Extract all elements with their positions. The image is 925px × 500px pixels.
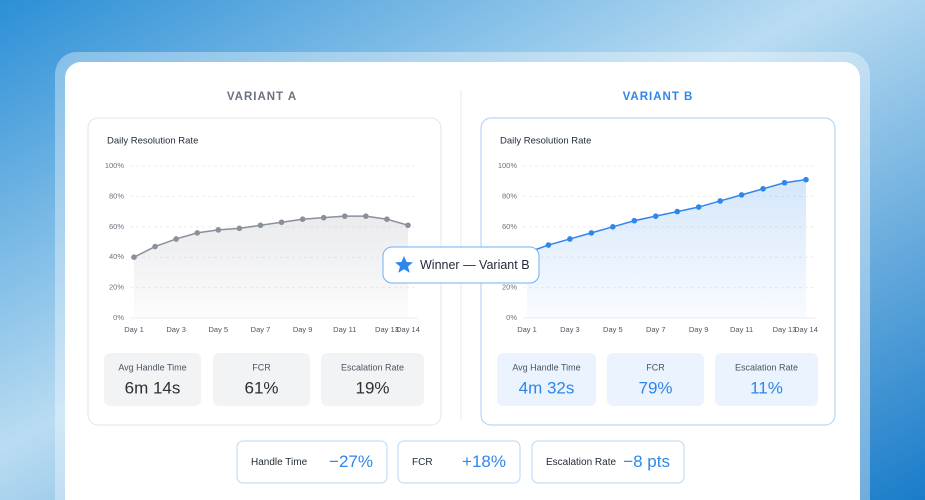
delta-value: +18%: [462, 452, 506, 471]
point: [781, 179, 788, 186]
y-tick-label: 80%: [109, 191, 124, 200]
metric-box: [607, 353, 704, 406]
y-tick-label: 60%: [109, 222, 124, 231]
y-tick-label: 0%: [113, 313, 124, 322]
metric-box: [321, 353, 424, 406]
metric-box: [104, 353, 201, 406]
x-tick-label: Day 3: [560, 325, 580, 334]
point: [610, 224, 616, 230]
x-tick-label: Day 11: [730, 325, 753, 334]
point: [803, 176, 809, 183]
point: [299, 216, 306, 222]
x-tick-label: Day 5: [209, 325, 229, 334]
point: [405, 222, 411, 229]
point: [341, 213, 348, 219]
x-tick-label: Day 14: [794, 325, 818, 334]
point: [194, 230, 201, 236]
delta-label: FCR: [412, 457, 433, 468]
point: [363, 213, 369, 219]
delta-label: Handle Time: [251, 457, 308, 468]
point: [278, 219, 285, 226]
delta-box: [531, 440, 685, 484]
metric-value: 6m 14s: [125, 378, 181, 397]
chart-title: Daily Resolution Rate: [500, 136, 591, 147]
delta-label: Escalation Rate: [546, 457, 616, 468]
delta-value: −8 pts: [623, 452, 670, 471]
metric-box: [497, 353, 596, 406]
metric-label: FCR: [252, 362, 271, 372]
winner-label: Winner — Variant B: [420, 258, 530, 272]
point: [588, 230, 595, 236]
chart-title: Daily Resolution Rate: [107, 136, 198, 147]
x-tick-label: Day 13: [375, 325, 399, 334]
y-tick-label: 100%: [498, 161, 518, 170]
point: [674, 208, 681, 215]
point: [738, 192, 745, 198]
badge-box: [382, 246, 540, 284]
x-tick-label: Day 5: [603, 325, 623, 334]
point: [652, 213, 659, 219]
x-tick-label: Day 7: [251, 325, 271, 334]
metric-label: Avg Handle Time: [118, 362, 186, 372]
area: [527, 179, 806, 318]
y-tick-label: 20%: [502, 283, 517, 292]
y-tick-label: 20%: [109, 283, 124, 292]
x-tick-label: Day 7: [646, 325, 666, 334]
metric-value: 11%: [750, 378, 783, 397]
metric-label: Avg Handle Time: [512, 362, 580, 372]
delta-value: −27%: [329, 452, 373, 471]
x-tick-label: Day 1: [124, 325, 144, 334]
delta-box: [397, 440, 521, 484]
area: [134, 216, 408, 318]
point: [215, 227, 222, 233]
point: [631, 217, 638, 224]
variant-label: VARIANT A: [227, 91, 297, 103]
y-tick-label: 40%: [109, 252, 124, 261]
delta-box: [236, 440, 388, 484]
point: [257, 222, 264, 229]
winner-badge: Winner — Variant B: [382, 246, 540, 284]
metric-value: 19%: [355, 378, 389, 397]
y-tick-label: 80%: [502, 191, 517, 200]
metric-box: [213, 353, 310, 406]
metric-label: Escalation Rate: [735, 362, 798, 372]
x-tick-label: Day 9: [293, 325, 313, 334]
point: [384, 216, 390, 222]
metric-value: 61%: [244, 378, 278, 397]
point: [320, 214, 327, 221]
metric-value: 4m 32s: [519, 378, 575, 397]
x-tick-label: Day 11: [333, 325, 356, 334]
line: [133, 215, 409, 258]
x-tick-label: Day 1: [517, 325, 537, 334]
x-tick-label: Day 13: [773, 325, 797, 334]
star-icon: [395, 256, 413, 273]
metric-box: [715, 353, 818, 406]
point: [760, 186, 766, 192]
y-tick-label: 0%: [506, 313, 517, 322]
point: [545, 242, 552, 248]
x-tick-label: Day 14: [396, 325, 420, 334]
point: [567, 236, 573, 242]
metric-label: Escalation Rate: [341, 362, 404, 372]
point: [695, 204, 702, 210]
point: [152, 243, 158, 250]
y-tick-label: 100%: [105, 161, 125, 170]
point: [173, 236, 179, 242]
metric-label: FCR: [646, 362, 665, 372]
point: [236, 225, 243, 232]
point: [131, 254, 137, 260]
line: [526, 178, 807, 254]
x-tick-label: Day 9: [689, 325, 709, 334]
point: [717, 198, 723, 204]
x-tick-label: Day 3: [166, 325, 186, 334]
y-tick-label: 60%: [502, 222, 517, 231]
metric-value: 79%: [638, 378, 672, 397]
variant-label: VARIANT B: [623, 91, 694, 103]
